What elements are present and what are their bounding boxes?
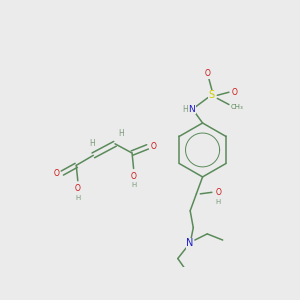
Text: O: O (231, 88, 237, 97)
Text: H: H (183, 105, 188, 114)
Text: O: O (54, 169, 60, 178)
Text: H: H (131, 182, 136, 188)
Text: S: S (209, 90, 215, 100)
Text: O: O (75, 184, 81, 193)
Text: O: O (215, 188, 221, 197)
Text: O: O (151, 142, 157, 152)
Text: N: N (187, 238, 194, 248)
Text: O: O (131, 172, 137, 181)
Text: CH₃: CH₃ (231, 104, 244, 110)
Text: H: H (118, 128, 124, 137)
Text: H: H (75, 195, 80, 201)
Text: H: H (215, 199, 221, 205)
Text: N: N (188, 105, 195, 114)
Text: H: H (89, 139, 94, 148)
Text: O: O (205, 69, 211, 78)
